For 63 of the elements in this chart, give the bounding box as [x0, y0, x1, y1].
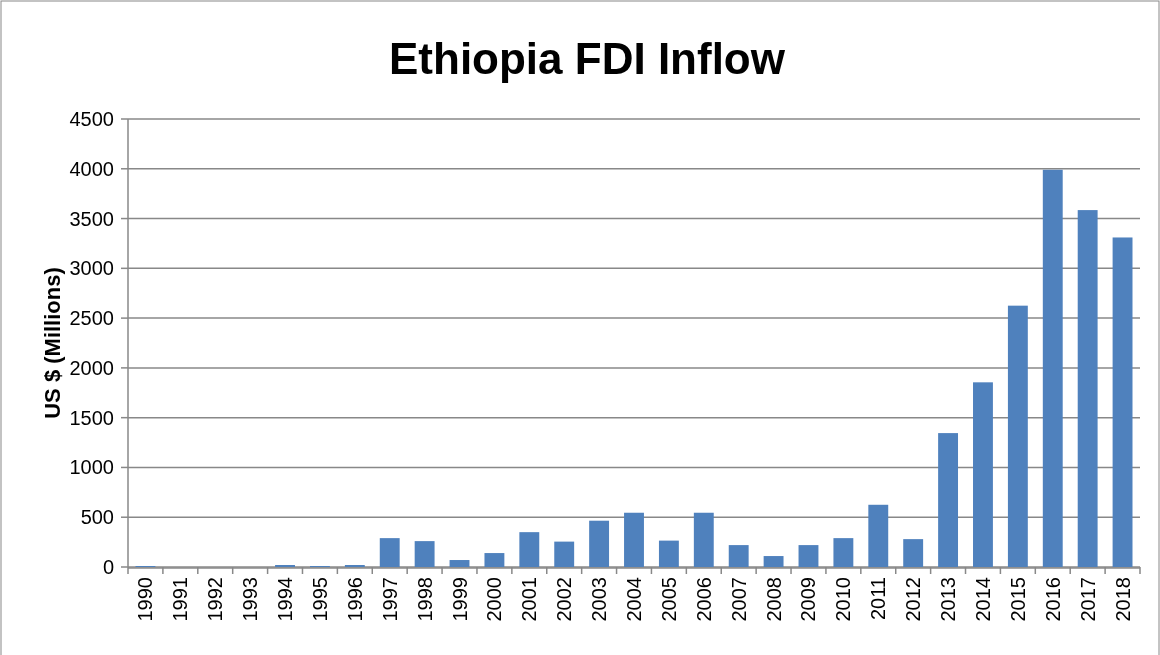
bar: [868, 504, 889, 567]
x-tick-label: 2009: [797, 577, 820, 622]
bar: [938, 433, 959, 567]
bar: [798, 545, 819, 567]
bar: [973, 382, 993, 567]
bar: [903, 539, 924, 567]
x-tick-label: 2015: [1006, 577, 1029, 622]
bar: [624, 512, 644, 567]
y-tick-label: 4500: [69, 108, 114, 130]
y-tick-label: 3500: [69, 207, 114, 230]
y-tick-label: 1500: [69, 406, 114, 429]
bar: [763, 556, 784, 567]
x-tick-label: 2007: [727, 577, 750, 622]
bar: [1112, 237, 1133, 567]
y-tick-label: 0: [102, 556, 114, 578]
bar: [833, 538, 854, 567]
x-tick-label: 1997: [378, 577, 401, 622]
x-tick-label: 2002: [553, 577, 576, 622]
bar: [1077, 210, 1098, 567]
x-tick-label: 1991: [169, 577, 192, 622]
y-axis-title: US $ (Millions): [40, 267, 65, 419]
x-tick-label: 1994: [274, 577, 297, 622]
bar: [1007, 305, 1028, 567]
x-tick-label: 2018: [1111, 577, 1134, 622]
x-tick-label: 2000: [483, 577, 506, 622]
x-tick-label: 2001: [518, 577, 541, 622]
x-tick-label: 1992: [204, 577, 227, 622]
x-tick-label: 2012: [902, 577, 925, 622]
bar: [519, 532, 540, 567]
chart-title: Ethiopia FDI Inflow: [389, 34, 786, 83]
x-tick-label: 1998: [413, 577, 436, 622]
bar: [1042, 169, 1063, 567]
x-tick-label: 2010: [832, 577, 855, 622]
y-tick-label: 2500: [69, 307, 114, 330]
bar: [589, 520, 610, 567]
bar: [414, 541, 435, 567]
x-tick-label: 2016: [1041, 577, 1064, 622]
x-tick-label: 2014: [971, 577, 994, 622]
x-tick-label: 1995: [308, 577, 331, 622]
x-tick-label: 2017: [1076, 577, 1099, 622]
bar: [728, 545, 749, 567]
x-tick-label: 2013: [937, 577, 960, 622]
x-tick-label: 1996: [343, 577, 366, 622]
bar: [693, 512, 714, 567]
x-tick-label: 1990: [134, 577, 157, 622]
x-tick-label: 2003: [588, 577, 611, 622]
bar: [449, 560, 470, 567]
x-tick-label: 2011: [867, 577, 890, 621]
bar: [484, 553, 505, 567]
y-tick-label: 4000: [69, 157, 114, 180]
x-tick-label: 2004: [623, 577, 645, 622]
x-tick-label: 1993: [239, 577, 262, 622]
x-tick-label: 2008: [762, 577, 785, 622]
y-tick-label: 2000: [69, 356, 114, 379]
x-tick-label: 2006: [692, 577, 715, 622]
y-tick-label: 500: [80, 506, 114, 529]
bar: [379, 538, 400, 567]
bar: [554, 541, 575, 567]
x-tick-label: 1999: [448, 577, 471, 622]
x-tick-label: 2005: [657, 577, 680, 622]
y-tick-label: 3000: [69, 257, 114, 280]
y-tick-label: 1000: [69, 456, 114, 479]
bar: [658, 540, 679, 567]
